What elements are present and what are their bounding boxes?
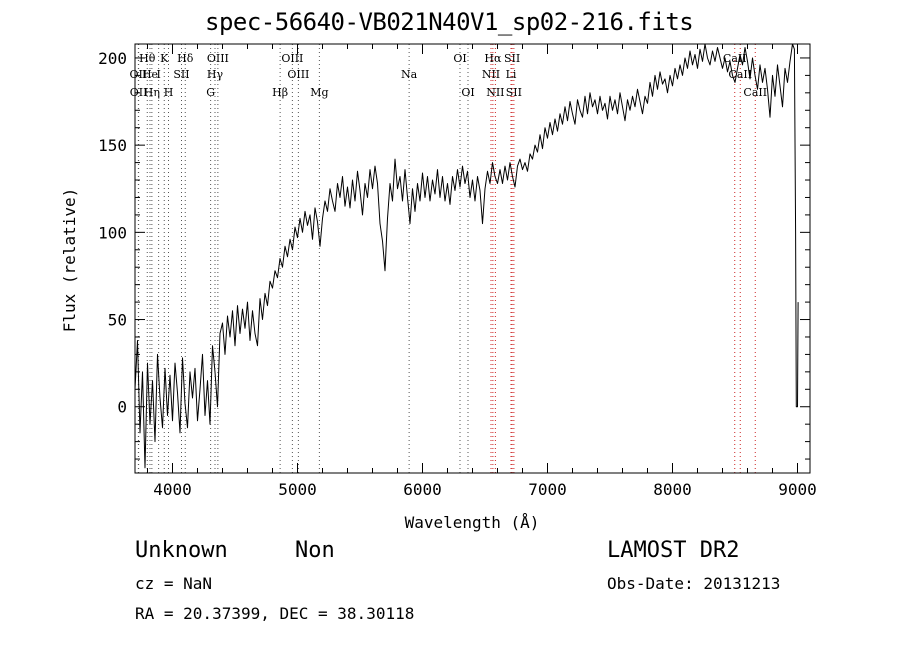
line-label: Hγ bbox=[207, 68, 224, 81]
line-label: Hα bbox=[484, 52, 502, 65]
line-label: K bbox=[160, 52, 169, 65]
line-label: CaII bbox=[728, 68, 752, 81]
survey-label: LAMOST DR2 bbox=[607, 538, 740, 563]
subclass-label: Non bbox=[295, 538, 335, 563]
x-tick-label: 4000 bbox=[153, 480, 192, 499]
x-tick-label: 5000 bbox=[278, 480, 317, 499]
x-tick-label: 8000 bbox=[653, 480, 692, 499]
line-label: NII bbox=[482, 68, 500, 81]
line-label: Hδ bbox=[177, 52, 194, 65]
line-label: SII bbox=[173, 68, 189, 81]
line-label: OIII bbox=[207, 52, 229, 65]
obs-date-label: Obs-Date: 20131213 bbox=[607, 574, 781, 593]
y-tick-label: 0 bbox=[117, 398, 127, 417]
line-label: Na bbox=[401, 68, 418, 81]
chart-title: spec-56640-VB021N40V1_sp02-216.fits bbox=[205, 8, 694, 36]
line-label: OI bbox=[461, 86, 474, 99]
y-axis-label: Flux (relative) bbox=[60, 188, 79, 333]
line-label: I bbox=[156, 68, 160, 81]
x-axis: 4000 5000 6000 7000 8000 9000 bbox=[147, 44, 817, 499]
class-label: Unknown bbox=[135, 538, 228, 563]
y-tick-label: 50 bbox=[108, 311, 127, 330]
line-label: NII bbox=[486, 86, 504, 99]
line-label: CaII bbox=[723, 52, 747, 65]
line-label: Hθ bbox=[139, 52, 156, 65]
line-label: OIII bbox=[287, 68, 309, 81]
line-label: SII bbox=[504, 52, 520, 65]
line-label: CaII bbox=[743, 86, 767, 99]
x-tick-label: 7000 bbox=[528, 480, 567, 499]
line-label: OI bbox=[453, 52, 466, 65]
plot-frame bbox=[134, 43, 811, 474]
line-label: Hη bbox=[144, 86, 160, 99]
line-label: Mg bbox=[310, 86, 328, 99]
y-tick-label: 150 bbox=[98, 136, 127, 155]
line-label: SII bbox=[506, 86, 522, 99]
line-markers bbox=[137, 44, 756, 473]
line-label: G bbox=[206, 86, 215, 99]
ra-dec-label: RA = 20.37399, DEC = 38.30118 bbox=[135, 604, 415, 623]
x-axis-label: Wavelength (Å) bbox=[405, 513, 540, 532]
line-label: He bbox=[142, 68, 158, 81]
y-tick-label: 200 bbox=[98, 49, 127, 68]
line-label: OII bbox=[130, 86, 148, 99]
line-label: OII bbox=[130, 68, 148, 81]
line-label: H bbox=[164, 86, 174, 99]
line-label: Hβ bbox=[272, 86, 288, 99]
spectrum-line bbox=[134, 43, 799, 469]
line-label: OIII bbox=[281, 52, 303, 65]
redshift-label: cz = NaN bbox=[135, 574, 213, 593]
x-tick-label: 9000 bbox=[778, 480, 817, 499]
line-label: Li bbox=[506, 68, 517, 81]
y-axis: 0 50 100 150 200 bbox=[98, 49, 810, 460]
x-tick-label: 6000 bbox=[403, 480, 442, 499]
y-tick-label: 100 bbox=[98, 223, 127, 242]
